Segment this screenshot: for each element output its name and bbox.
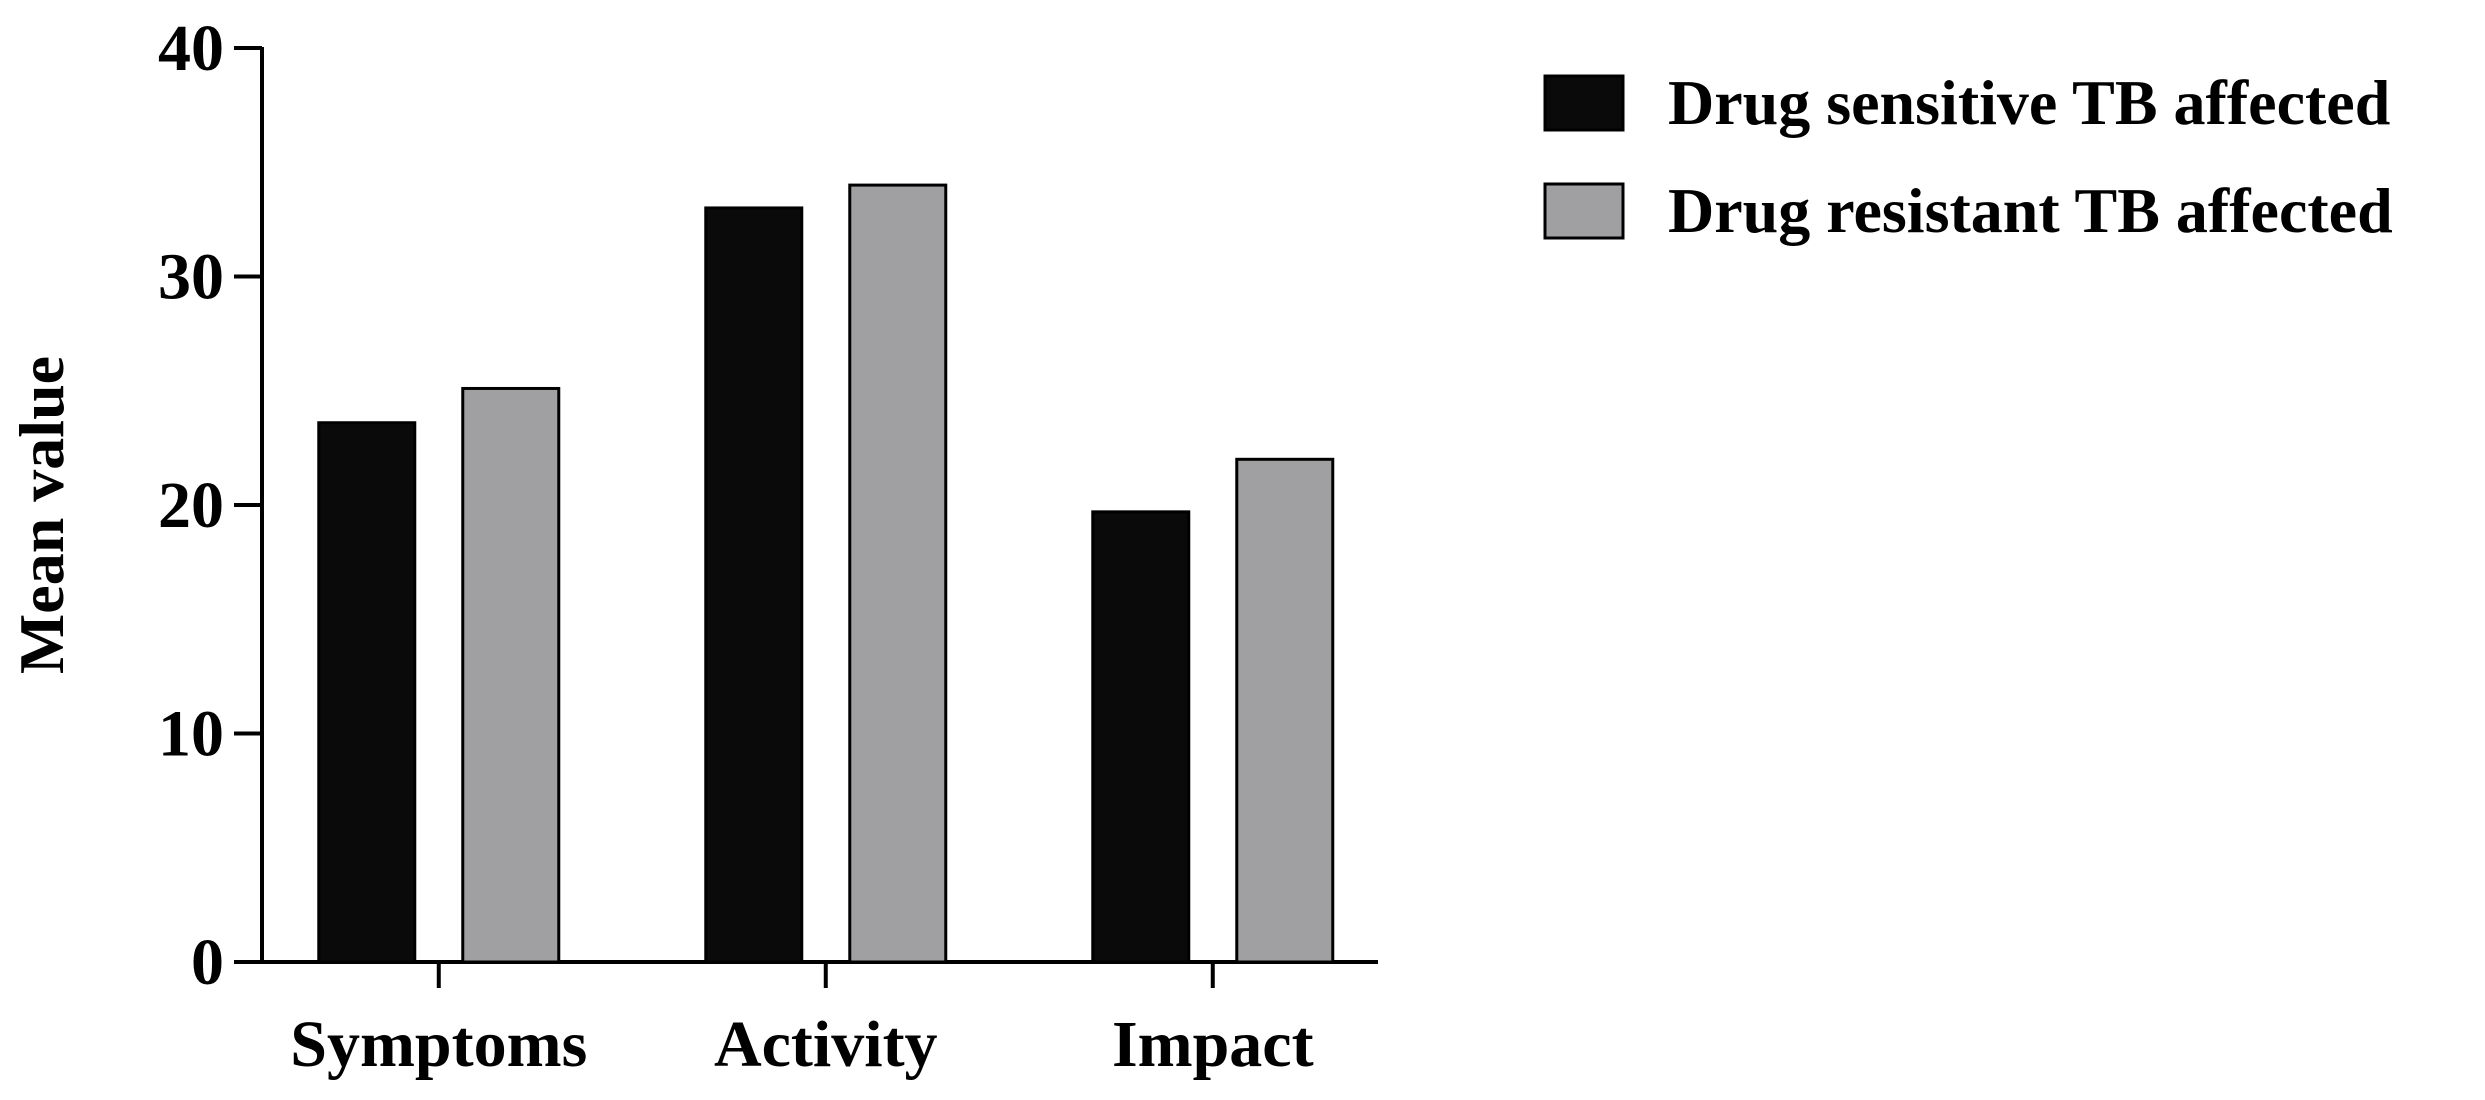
legend-label-2: Drug resistant TB affected [1668,175,2393,246]
legend-swatch-1 [1543,74,1625,132]
legend-swatch-2 [1543,182,1625,240]
bar-symptoms-series-2 [461,386,561,964]
bar-activity-series-2 [848,183,948,964]
y-axis: 0 10 20 30 40 [158,12,264,999]
bar-impact-series-2 [1235,457,1335,964]
x-tick-label: Impact [1112,1008,1314,1081]
bar-impact-series-1 [1091,510,1191,964]
y-tick-label: 0 [191,926,224,999]
legend: Drug sensitive TB affected Drug resistant… [1543,67,2393,246]
x-tick-label: Symptoms [290,1008,587,1081]
y-tick-label: 40 [158,12,224,85]
x-axis: Symptoms Activity Impact [260,960,1378,1081]
bar-activity-series-1 [704,206,804,964]
y-tick-label: 10 [158,698,224,771]
x-tick-label: Activity [714,1008,938,1081]
legend-label-1: Drug sensitive TB affected [1668,67,2390,138]
bar-symptoms-series-1 [317,421,417,964]
bars [317,183,1335,964]
y-axis-title: Mean value [6,356,77,674]
y-tick-label: 20 [158,469,224,542]
y-tick-label: 30 [158,241,224,314]
